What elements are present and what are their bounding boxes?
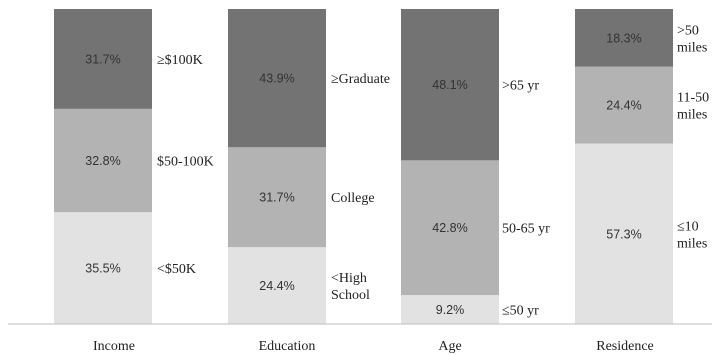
segment-value-residence-2: 18.3%	[606, 31, 641, 45]
segment-category-line: ≥Graduate	[331, 72, 390, 87]
segment-category-education-2: ≥Graduate	[331, 72, 390, 87]
bar-segment-age-2	[401, 9, 499, 161]
bar-segment-education-2	[228, 9, 326, 148]
x-tick-label-residence: Residence	[596, 339, 654, 354]
bar-segment-education-1	[228, 147, 326, 248]
bar-segment-education-0	[228, 247, 326, 324]
segment-category-line: 11-50	[677, 91, 709, 106]
bar-segment-residence-0	[575, 143, 673, 324]
bar-segment-residence-1	[575, 66, 673, 144]
segment-value-education-1: 31.7%	[259, 191, 294, 205]
segment-category-line: miles	[677, 236, 707, 251]
segment-category-line: >50	[677, 23, 699, 38]
segment-value-residence-1: 24.4%	[606, 99, 641, 113]
segment-category-line: ≤10	[677, 219, 699, 234]
segment-category-income-0: <$50K	[157, 262, 196, 277]
bar-segment-income-0	[54, 212, 152, 324]
segment-category-line: School	[331, 288, 370, 303]
segment-category-line: ≤50 yr	[502, 304, 539, 319]
x-tick-label-age: Age	[438, 339, 461, 354]
bar-segment-income-1	[54, 108, 152, 213]
segment-category-line: miles	[677, 108, 707, 123]
segment-category-residence-2: >50 miles	[677, 23, 707, 55]
segment-category-income-1: $50-100K	[157, 155, 214, 170]
segment-value-education-2: 43.9%	[259, 72, 294, 86]
segment-category-age-0: ≤50 yr	[502, 304, 539, 319]
segment-category-line: <$50K	[157, 262, 196, 277]
segment-category-residence-0: ≤10 miles	[677, 219, 707, 251]
x-tick-label-education: Education	[259, 339, 316, 354]
segment-category-education-0: <High School	[331, 271, 370, 303]
segment-category-line: 50-65 yr	[502, 222, 550, 237]
segment-value-residence-0: 57.3%	[606, 227, 641, 241]
segment-category-line: >65 yr	[502, 79, 539, 94]
segment-value-age-2: 48.1%	[432, 78, 467, 92]
segment-value-income-2: 31.7%	[85, 52, 120, 66]
segment-value-age-1: 42.8%	[432, 221, 467, 235]
labels-group: 35.5% <$50K 32.8% $50-100K 31.7% ≥$100K Income…	[85, 23, 709, 354]
segment-category-line: ≥$100K	[157, 53, 203, 68]
segment-value-income-1: 32.8%	[85, 154, 120, 168]
segment-category-education-1: College	[331, 191, 375, 206]
bar-segment-residence-2	[575, 9, 673, 67]
segment-value-income-0: 35.5%	[85, 262, 120, 276]
segment-category-age-1: 50-65 yr	[502, 222, 550, 237]
segment-category-line: College	[331, 191, 375, 206]
segment-category-line: <High	[331, 271, 367, 286]
segment-category-line: miles	[677, 40, 707, 55]
bar-segment-age-1	[401, 160, 499, 296]
bars-group	[54, 9, 673, 324]
segment-category-age-2: >65 yr	[502, 79, 539, 94]
segment-category-line: $50-100K	[157, 155, 214, 170]
x-tick-label-income: Income	[93, 339, 135, 354]
bar-segment-age-0	[401, 295, 499, 324]
segment-category-residence-1: 11-50 miles	[677, 91, 709, 123]
segment-category-income-2: ≥$100K	[157, 53, 203, 68]
bar-segment-income-2	[54, 9, 152, 109]
segment-value-age-0: 9.2%	[436, 303, 465, 317]
segment-value-education-0: 24.4%	[259, 279, 294, 293]
